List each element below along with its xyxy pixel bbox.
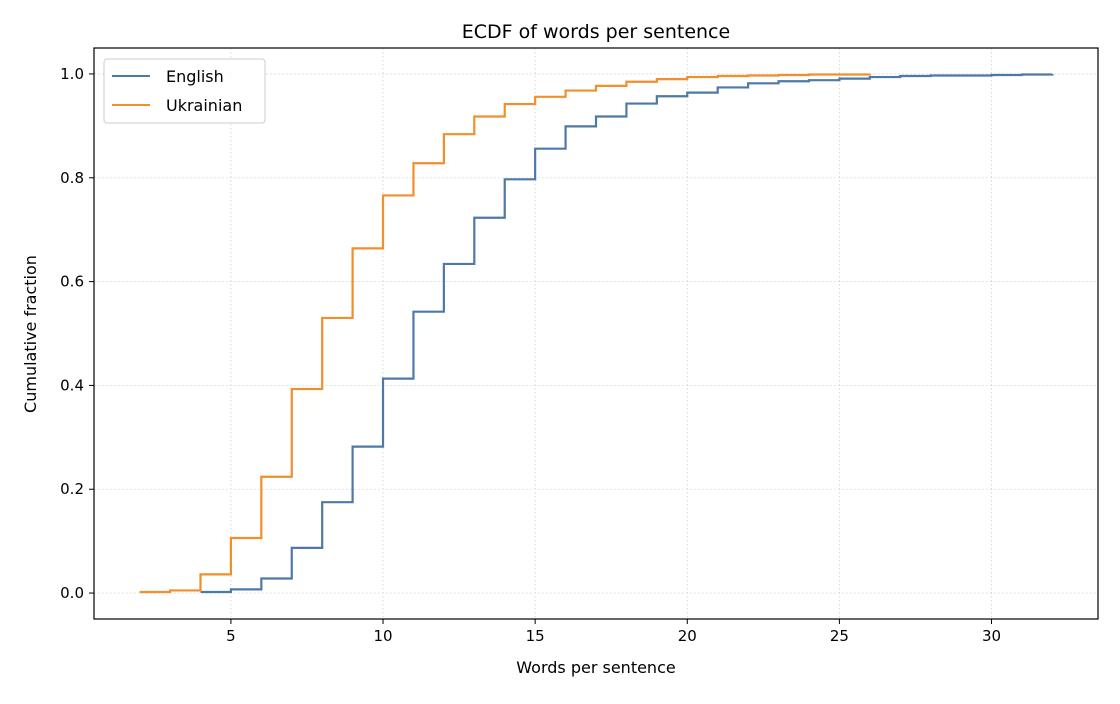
legend-label-ukrainian: Ukrainian xyxy=(166,96,242,115)
y-tick-label: 0.6 xyxy=(60,273,84,291)
x-tick-label: 10 xyxy=(373,627,392,645)
series-line-english xyxy=(200,73,1054,594)
grid-lines xyxy=(94,48,1098,619)
plot-area-frame xyxy=(93,47,1099,620)
y-tick-label: 0.4 xyxy=(60,376,84,394)
series-line-ukrainian xyxy=(139,73,871,594)
x-tick-label: 30 xyxy=(982,627,1001,645)
x-tick-label: 20 xyxy=(678,627,697,645)
y-tick-label: 1.0 xyxy=(60,65,84,83)
x-tick-label: 15 xyxy=(526,627,545,645)
axis-ticks: 5 10 15 20 25 30 0.0 0.2 0.4 0.6 0.8 1.0 xyxy=(60,65,1001,645)
y-axis-label: Cumulative fraction xyxy=(21,255,40,413)
legend: English Ukrainian xyxy=(103,58,266,124)
y-tick-label: 0.0 xyxy=(60,584,84,602)
y-tick-label: 0.8 xyxy=(60,169,84,187)
x-axis-label: Words per sentence xyxy=(516,658,675,677)
x-tick-label: 25 xyxy=(830,627,849,645)
legend-label-english: English xyxy=(166,67,224,86)
series-lines xyxy=(139,73,1054,594)
x-tick-label: 5 xyxy=(226,627,236,645)
y-tick-label: 0.2 xyxy=(60,480,84,498)
chart-title: ECDF of words per sentence xyxy=(462,21,730,43)
